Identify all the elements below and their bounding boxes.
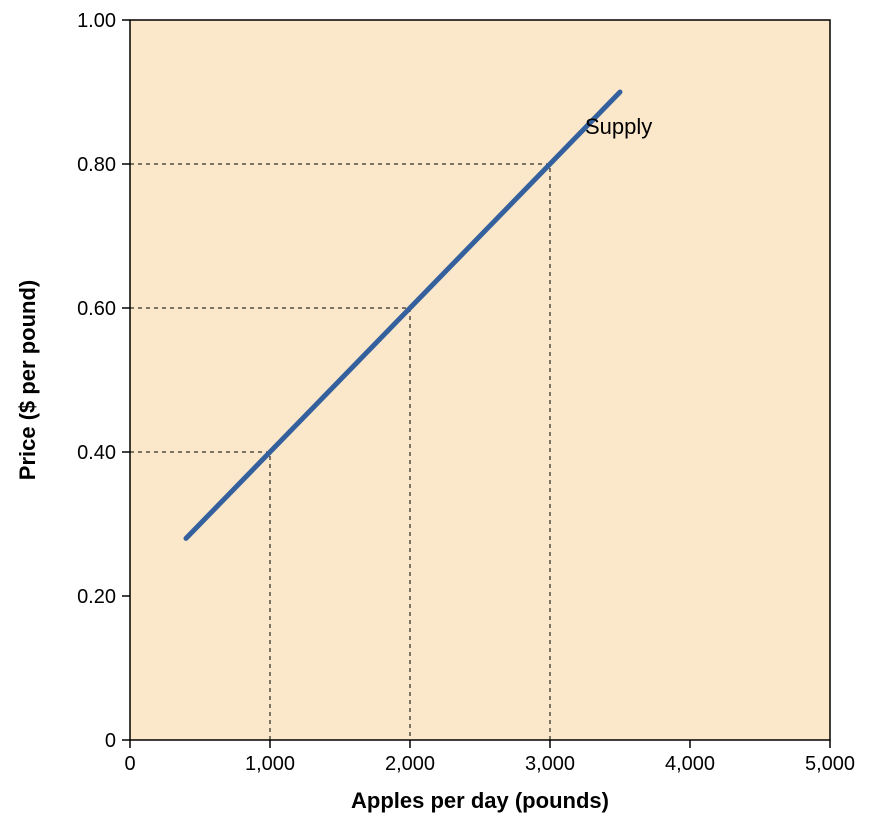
y-tick-label-1: 0.20 — [77, 586, 116, 608]
y-axis-label: Price ($ per pound) — [15, 280, 40, 480]
x-tick-label-2: 2,000 — [385, 753, 435, 775]
x-tick-label-0: 0 — [124, 753, 135, 775]
supply-chart: Supply 0 1,000 2,000 3,000 4,000 5,000 0 0.20 0.4… — [0, 0, 872, 831]
y-tick-label-0: 0 — [105, 730, 116, 752]
y-tick-label-2: 0.40 — [77, 442, 116, 464]
y-tick-label-4: 0.80 — [77, 154, 116, 176]
y-tick-label-3: 0.60 — [77, 298, 116, 320]
chart-svg: Supply 0 1,000 2,000 3,000 4,000 5,000 0 0.20 0.4… — [0, 0, 872, 831]
x-tick-label-4: 4,000 — [665, 753, 715, 775]
supply-label: Supply — [585, 114, 652, 139]
x-tick-label-1: 1,000 — [245, 753, 295, 775]
plot-area — [130, 20, 830, 740]
x-axis-label: Apples per day (pounds) — [351, 788, 609, 813]
x-tick-label-5: 5,000 — [805, 753, 855, 775]
x-tick-label-3: 3,000 — [525, 753, 575, 775]
y-tick-label-5: 1.00 — [77, 10, 116, 32]
